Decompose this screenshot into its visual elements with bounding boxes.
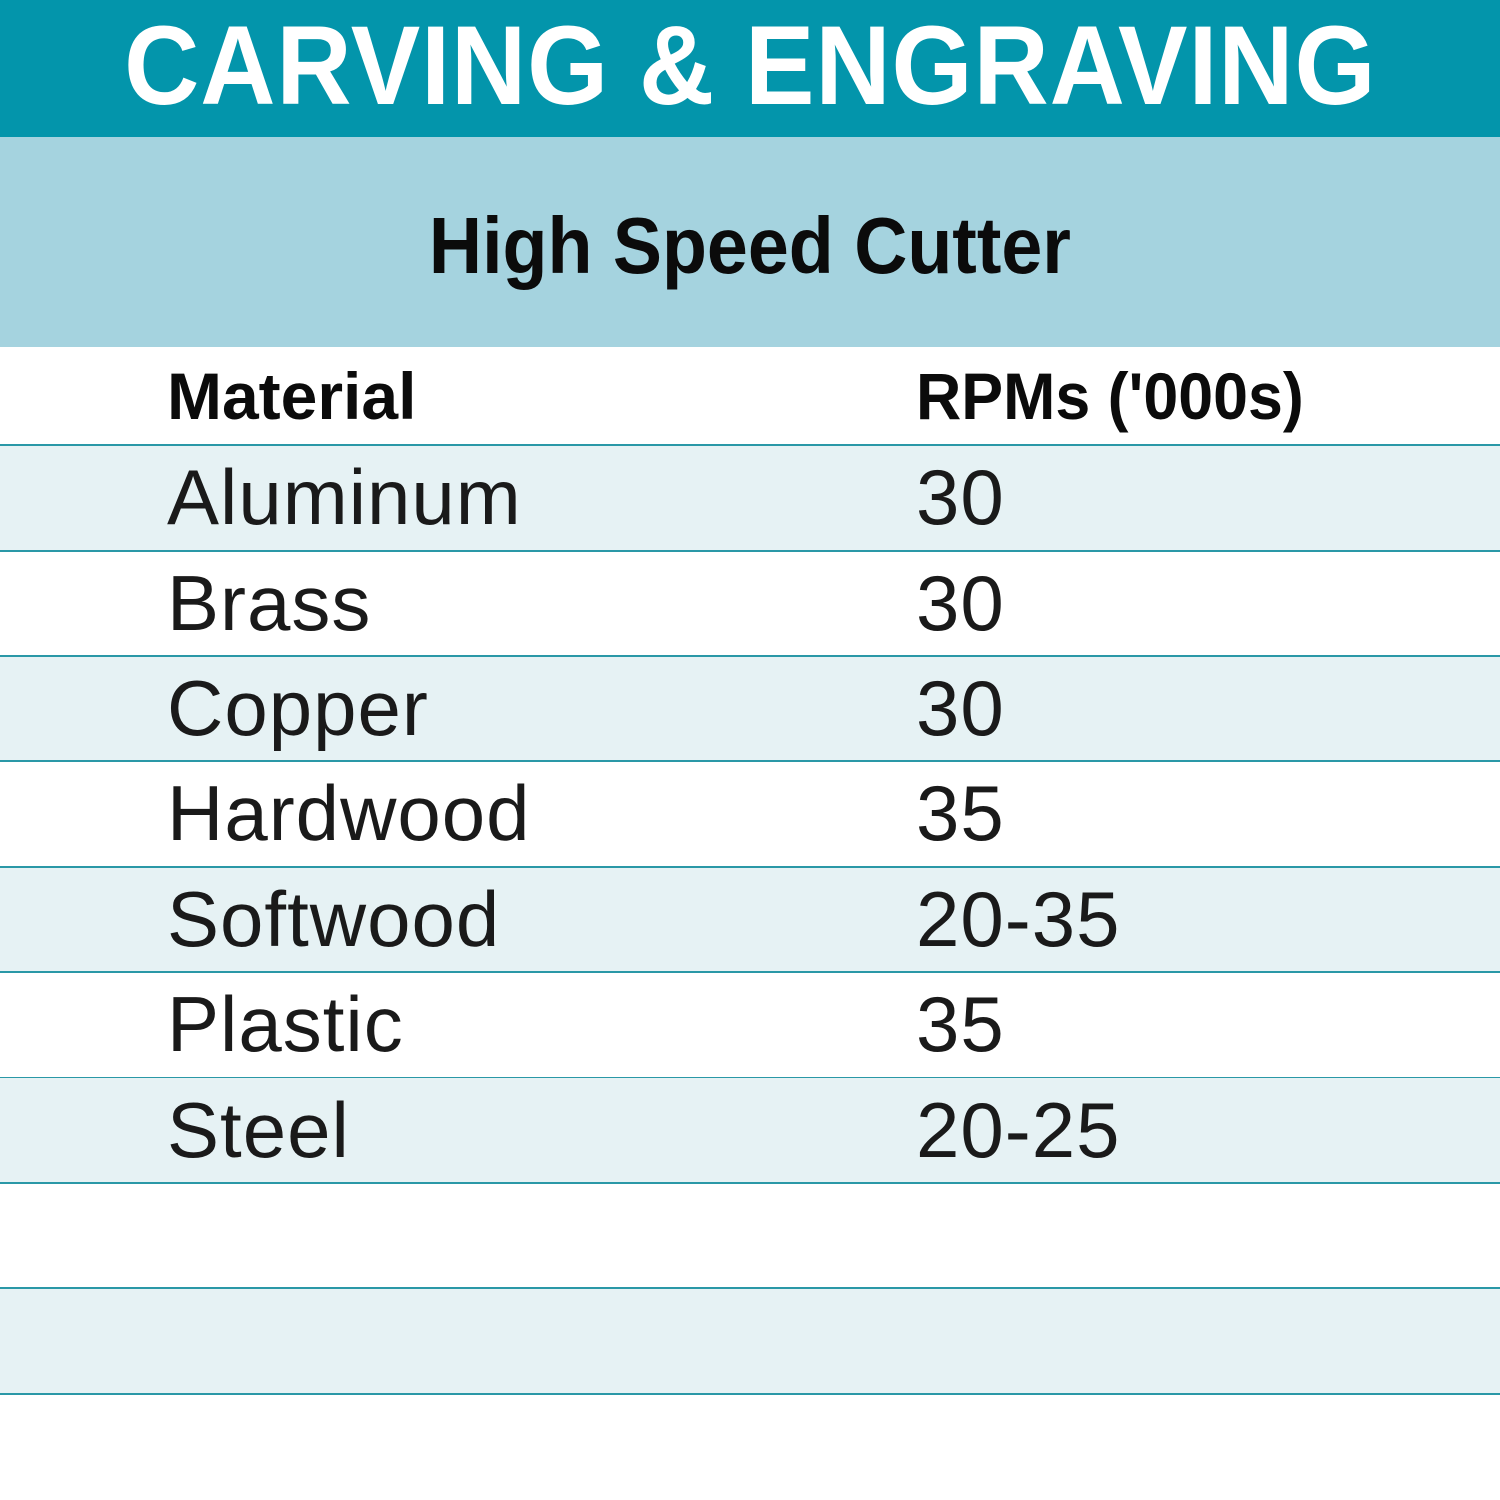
table-row	[0, 1289, 1500, 1395]
material-cell: Plastic	[167, 980, 404, 1069]
rpm-cell: 35	[916, 769, 1005, 858]
material-cell: Steel	[167, 1085, 350, 1174]
rpm-cell: 35	[916, 980, 1005, 1069]
rpm-cell: 30	[916, 664, 1005, 753]
rpm-cell: 30	[916, 558, 1005, 647]
table-row: Aluminum 30	[0, 446, 1500, 552]
title-banner: CARVING & ENGRAVING	[0, 0, 1500, 137]
column-header-rpm: RPMs ('000s)	[916, 347, 1324, 444]
material-cell: Copper	[167, 664, 429, 753]
page-title: CARVING & ENGRAVING	[123, 2, 1377, 128]
table-row: Copper 30	[0, 656, 1500, 763]
table-row: Softwood 20-35	[0, 867, 1500, 974]
header-label: RPMs ('000s)	[916, 358, 1304, 433]
page-subtitle: High Speed Cutter	[429, 201, 1071, 290]
material-cell: Hardwood	[167, 769, 531, 858]
table-header-row: Material RPMs ('000s)	[0, 347, 1500, 446]
column-header-material: Material	[167, 347, 416, 444]
table-row	[0, 1184, 1500, 1290]
table-row: Plastic 35	[0, 973, 1500, 1079]
table-row: Steel 20-25	[0, 1078, 1500, 1184]
material-cell: Softwood	[167, 874, 501, 963]
rpm-cell: 30	[916, 453, 1005, 542]
table-row: Hardwood 35	[0, 762, 1500, 868]
material-cell: Aluminum	[167, 453, 522, 542]
rpm-cell: 20-35	[916, 874, 1121, 963]
table-row: Brass 30	[0, 551, 1500, 657]
rpm-cell: 20-25	[916, 1085, 1121, 1174]
subtitle-band: High Speed Cutter	[0, 137, 1500, 347]
material-cell: Brass	[167, 558, 372, 647]
header-label: Material	[167, 358, 417, 433]
